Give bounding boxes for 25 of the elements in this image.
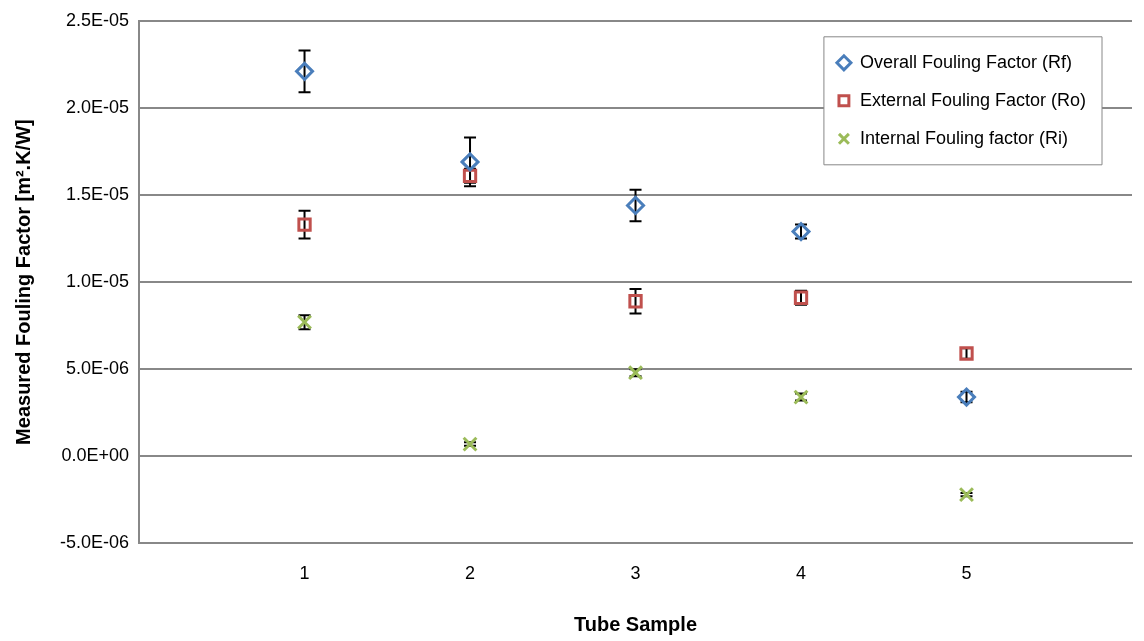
point bbox=[460, 152, 480, 172]
point bbox=[958, 486, 975, 503]
x-axis-title: Tube Sample bbox=[574, 612, 698, 635]
x-tick-label: 2 bbox=[465, 563, 476, 584]
y-tick-label: 2.0E-05 bbox=[65, 96, 130, 117]
y-tick-label: 5.0E-06 bbox=[65, 358, 130, 379]
point bbox=[627, 364, 644, 381]
point bbox=[462, 436, 478, 452]
y-tick-label: 0.0E+00 bbox=[61, 445, 130, 466]
x-tick-label: 3 bbox=[630, 563, 641, 584]
point bbox=[628, 294, 643, 309]
x-tick-label: 1 bbox=[299, 563, 310, 584]
y-tick-label: 1.5E-05 bbox=[65, 183, 130, 204]
y-axis-title: Measured Fouling Factor [m².K/W] bbox=[11, 119, 34, 445]
x-tick-label: 5 bbox=[961, 563, 972, 584]
point bbox=[295, 61, 315, 81]
y-tick-label: 1.0E-05 bbox=[65, 271, 130, 292]
x-tick-label: 4 bbox=[796, 563, 807, 584]
legend-label: External Fouling Factor (Ro) bbox=[859, 89, 1087, 110]
y-tick-label: -5.0E-06 bbox=[59, 532, 130, 553]
legend-label: Overall Fouling Factor (Rf) bbox=[859, 51, 1072, 72]
point bbox=[626, 195, 646, 215]
y-tick-label: 2.5E-05 bbox=[65, 9, 130, 30]
legend-label: Internal Fouling factor (Ri) bbox=[859, 127, 1069, 148]
point bbox=[297, 217, 312, 232]
